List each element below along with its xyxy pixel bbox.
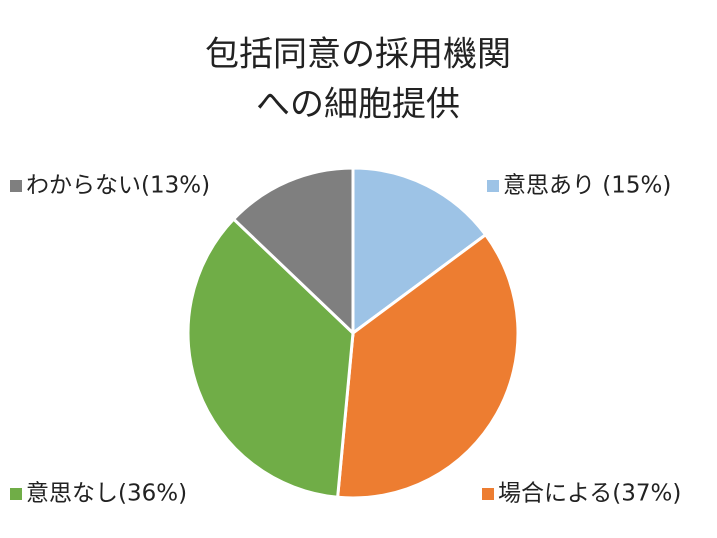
chart-title: 包括同意の採用機関 <box>205 35 511 75</box>
legend-label: 意思あり (15%) <box>503 173 671 199</box>
pie-slice <box>186 216 355 499</box>
legend-label: 意思なし(36%) <box>26 481 187 507</box>
pie-slice <box>351 166 488 336</box>
legend-marker <box>482 488 494 500</box>
legend-marker <box>10 180 22 192</box>
legend-label: わからない(13%) <box>26 173 210 199</box>
legend-marker <box>487 180 499 192</box>
chart-title: への細胞提供 <box>256 85 460 125</box>
legend-label: 場合による(37%) <box>498 481 681 507</box>
pie-slice <box>231 166 355 337</box>
legend-marker <box>10 488 22 500</box>
pie-slice <box>335 232 520 500</box>
